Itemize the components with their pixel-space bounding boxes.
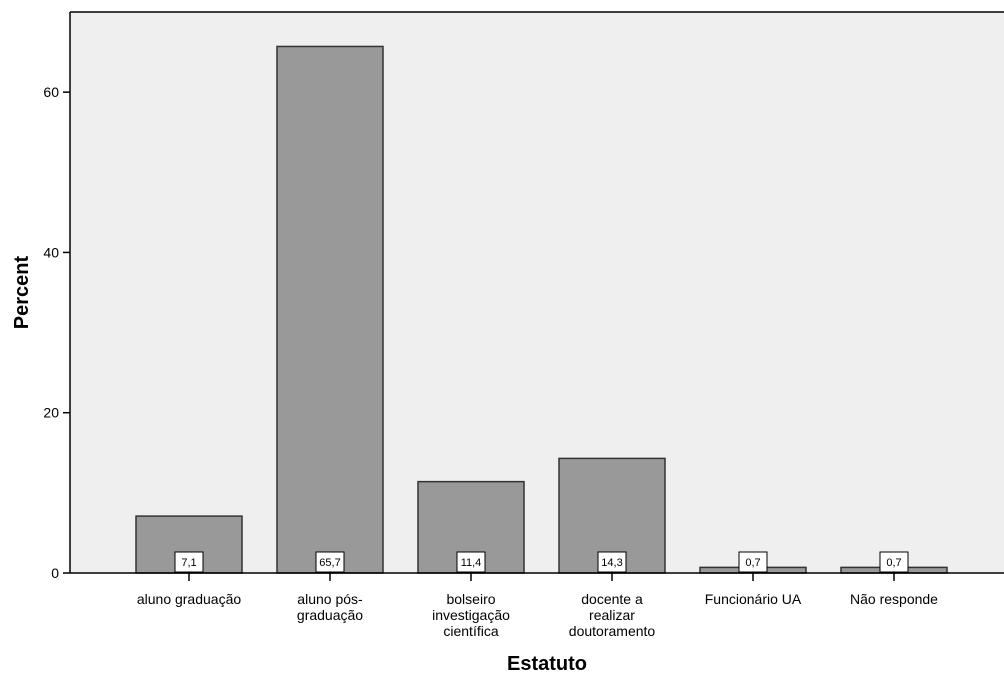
data-label-3: 14,3 [601,557,622,569]
data-label-box-0 [174,551,204,573]
x-axis-title: Estatuto [507,653,587,675]
data-label-box-2 [456,551,486,573]
data-label-4: 0,7 [745,557,760,569]
x-tick-label-2: bolseiro investigação científica [432,591,510,639]
bar-1 [276,45,384,574]
bars-group [135,45,948,574]
x-tick-label-3: docente a realizar doutoramento [569,591,656,639]
data-label-box-1 [315,551,345,573]
x-axis-ticks: aluno graduação aluno pós-graduação bolsei… [137,573,938,639]
x-tick-label-1: aluno pós-graduação [297,591,363,623]
x-tick-label-4: Funcionário UA [705,591,802,607]
x-tick-label-5: Não responde [850,591,938,607]
data-label-5: 0,7 [886,557,901,569]
data-label-0: 7,1 [181,557,196,569]
y-axis-title: Percent [11,255,33,329]
bar-2 [417,480,525,574]
data-labels-group: 7,1 65,7 11,4 14,3 0,7 0,7 [174,551,909,573]
plot-area [70,12,1004,573]
y-tick-label-2: 40 [43,244,59,260]
data-label-2: 11,4 [461,557,482,569]
y-tick-label-3: 60 [43,84,59,100]
x-tick-label-0: aluno graduação [137,591,242,607]
y-tick-label-0: 0 [51,565,59,581]
data-label-1: 65,7 [319,557,340,569]
y-axis-ticks: 0 20 40 60 [43,84,70,581]
data-label-box-5 [879,551,909,573]
y-tick-label-1: 20 [43,405,59,421]
data-label-box-4 [738,551,768,573]
data-label-box-3 [597,551,627,573]
